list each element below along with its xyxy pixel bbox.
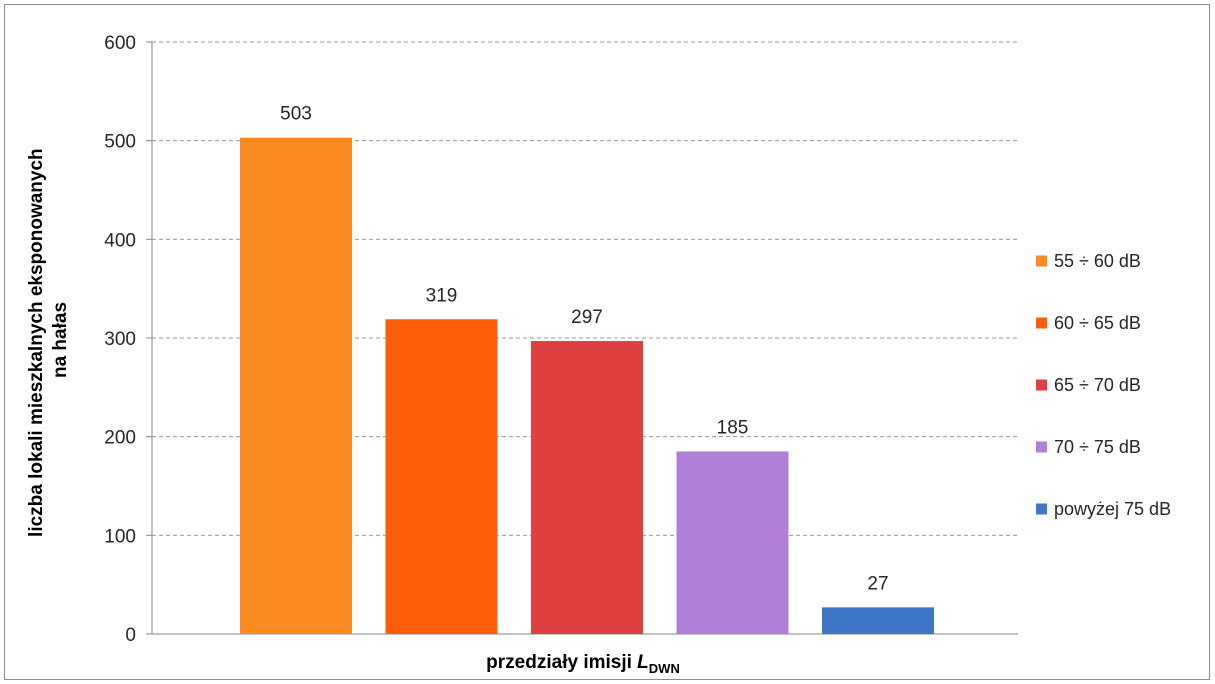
legend-label: 70 ÷ 75 dB: [1054, 437, 1141, 457]
bar: [531, 340, 643, 634]
y-tick-label: 400: [104, 230, 136, 251]
gridlines: [152, 41, 1018, 536]
y-tick-label: 200: [104, 428, 136, 449]
bar: [676, 451, 789, 634]
bar: [822, 607, 934, 634]
data-label: 27: [867, 573, 888, 594]
legend: 55 ÷ 60 dB 60 ÷ 65 dB 65 ÷ 70 dB 70 ÷ 75 dB…: [1036, 251, 1171, 519]
bar: [240, 137, 352, 634]
data-label: 297: [571, 307, 603, 328]
legend-swatch: [1036, 317, 1047, 329]
x-axis-title-main: przedziały imisji: [486, 652, 637, 673]
legend-swatch: [1036, 379, 1047, 391]
legend-label: powyżej 75 dB: [1054, 499, 1171, 519]
bar: [385, 319, 498, 634]
y-tick-label: 300: [104, 329, 136, 350]
data-label: 319: [426, 285, 458, 306]
bars: [240, 137, 934, 634]
y-axis-title-line1: liczba lokali mieszkalnych eksponowanych: [26, 148, 47, 537]
y-tick-label: 500: [104, 132, 136, 153]
x-axis-title: przedziały imisji LDWN: [486, 652, 680, 676]
y-axis-title: liczba lokali mieszkalnych eksponowanych…: [26, 143, 71, 537]
legend-swatch: [1036, 441, 1047, 453]
data-labels: 503 319 297 185 27: [280, 104, 888, 595]
y-tick-label: 600: [104, 33, 136, 54]
data-label: 185: [717, 417, 749, 438]
legend-label: 60 ÷ 65 dB: [1054, 313, 1141, 333]
y-tick-label: 0: [125, 625, 136, 646]
legend-swatch: [1036, 503, 1047, 515]
x-axis-title-symbol: L: [637, 652, 649, 673]
data-label: 503: [280, 104, 312, 125]
legend-label: 55 ÷ 60 dB: [1054, 251, 1141, 271]
y-tick-label: 100: [104, 526, 136, 547]
legend-label: 65 ÷ 70 dB: [1054, 375, 1141, 395]
x-axis-title-subscript: DWN: [649, 661, 680, 676]
y-axis-title-line2: na hałas: [50, 302, 71, 378]
legend-swatch: [1036, 255, 1047, 267]
